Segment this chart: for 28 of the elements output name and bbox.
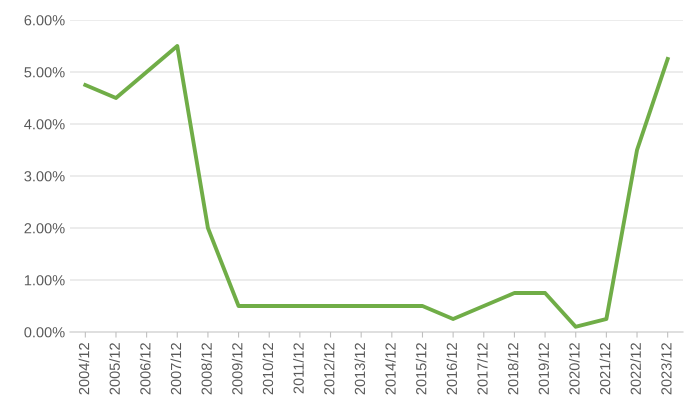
x-tick-label: 2010/12 (262, 343, 274, 394)
y-tick-label: 3.00% (24, 171, 65, 182)
x-tick-label: 2005/12 (109, 343, 120, 394)
y-tick-label: 6.00% (24, 15, 65, 26)
x-tick-label: 2011/12 (293, 343, 304, 394)
x-tick-label: 2009/12 (232, 343, 242, 394)
y-tick-label: 2.00% (24, 223, 65, 234)
x-tick-label: 2019/12 (538, 343, 549, 394)
x-tick-label: 2004/12 (78, 343, 90, 394)
x-tick-label: 2014/12 (385, 343, 396, 394)
y-tick-label: 1.00% (24, 275, 65, 286)
line-series (83, 44, 670, 329)
x-tick-label: 2016/12 (446, 343, 458, 394)
x-tick-label: 2023/12 (660, 343, 672, 394)
x-tick-label: 2022/12 (630, 343, 641, 394)
x-tick-label: 2007/12 (170, 343, 182, 394)
x-tick-label: 2015/12 (416, 343, 426, 394)
x-tick-label: 2013/12 (354, 343, 366, 394)
x-tick-label: 2017/12 (476, 343, 488, 394)
x-tick-label: 2006/12 (140, 343, 151, 394)
y-tick-label: 5.00% (24, 67, 65, 78)
x-tick-label: 2021/12 (600, 343, 610, 394)
y-tick-label: 4.00% (24, 119, 65, 130)
x-tick-label: 2012/12 (324, 343, 334, 394)
x-tick-label: 2020/12 (568, 343, 580, 394)
y-tick-label: 0.00% (24, 327, 65, 338)
x-tick-label: 2018/12 (508, 343, 518, 394)
x-tick-label: 2008/12 (201, 343, 212, 394)
